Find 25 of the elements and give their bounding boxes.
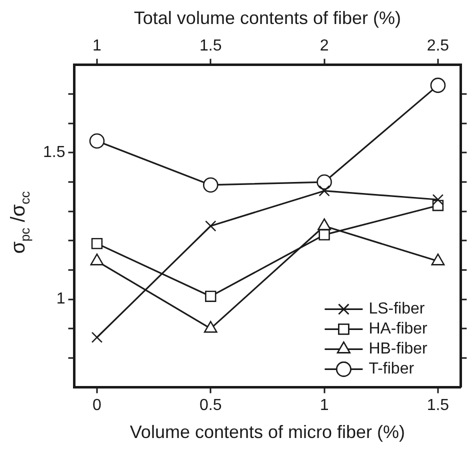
point [205, 220, 216, 232]
point [318, 229, 330, 240]
legend-label: HA-fiber [368, 320, 428, 338]
x2-tick-label: 2 [320, 38, 329, 55]
point [318, 185, 330, 196]
x-axis-title: Volume contents of micro fiber (%) [130, 422, 406, 442]
point [316, 174, 332, 190]
x2-tick-label: 2.5 [426, 38, 450, 55]
point [91, 238, 103, 250]
point [430, 78, 446, 93]
x-tick-label: 1.5 [426, 397, 450, 414]
point [205, 290, 216, 302]
point [91, 332, 103, 343]
x2-axis-title: Total volume contents of fiber (%) [134, 8, 402, 28]
x-tick-label: 0.5 [200, 397, 222, 414]
point [432, 194, 444, 206]
legend-label: HB-fiber [368, 340, 428, 358]
x-tick-label: 0 [92, 397, 102, 414]
x-tick-label: 1 [320, 397, 329, 414]
x2-tick-label: 1.5 [200, 38, 222, 55]
x2-tick-label: 1 [92, 38, 102, 55]
legend-label: T-fiber [368, 360, 415, 378]
legend-label: LS-fiber [368, 300, 426, 318]
point [89, 133, 105, 149]
point [202, 177, 218, 193]
